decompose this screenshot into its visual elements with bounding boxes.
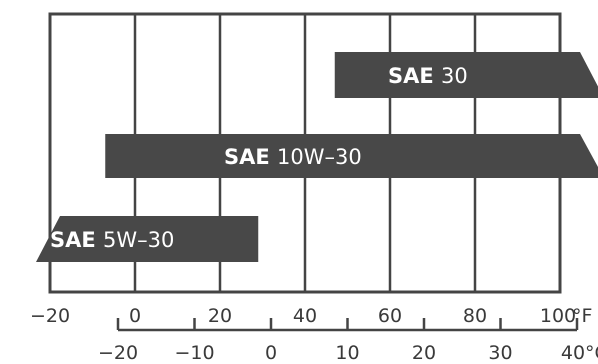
viscosity-bar — [105, 134, 598, 178]
fahrenheit-tick-label: 60 — [378, 305, 402, 327]
fahrenheit-tick-label: 100 — [540, 305, 576, 327]
fahrenheit-axis: −20 0 20 40 60 80 100°F — [30, 305, 592, 327]
fahrenheit-tick-label: 20 — [208, 305, 232, 327]
celsius-unit: °C — [585, 342, 598, 364]
viscosity-bars: SAE 30 SAE 10W–30 SAE 5W–30 — [36, 52, 598, 262]
celsius-tick-label: 10 — [335, 342, 359, 364]
celsius-tick-label: 40 — [561, 342, 585, 364]
fahrenheit-tick-label: 40 — [293, 305, 317, 327]
fahrenheit-tick-label: −20 — [30, 305, 70, 327]
viscosity-bar-label: SAE 5W–30 — [50, 228, 174, 252]
viscosity-bar-label: SAE 10W–30 — [224, 145, 362, 169]
celsius-tick-label: 20 — [412, 342, 436, 364]
celsius-tick-label: 30 — [488, 342, 512, 364]
viscosity-bar — [334, 52, 598, 98]
celsius-tick-label: −10 — [174, 342, 214, 364]
fahrenheit-tick-label: 80 — [463, 305, 487, 327]
celsius-tick-label: 0 — [265, 342, 277, 364]
celsius-axis: −20 −10 0 10 20 30 40°C — [98, 318, 598, 364]
viscosity-bar-label: SAE 30 — [388, 64, 468, 88]
viscosity-bar — [36, 216, 259, 262]
fahrenheit-tick-label: 0 — [129, 305, 141, 327]
fahrenheit-unit: °F — [572, 305, 592, 327]
celsius-tick-label: −20 — [98, 342, 138, 364]
